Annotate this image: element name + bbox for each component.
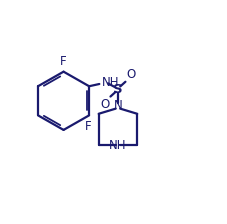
Text: N: N [114,99,122,112]
Text: NH: NH [109,139,127,152]
Text: O: O [100,98,109,111]
Text: S: S [113,83,123,96]
Text: O: O [127,68,136,81]
Text: F: F [85,120,91,133]
Text: F: F [60,55,67,68]
Text: NH: NH [102,76,119,89]
